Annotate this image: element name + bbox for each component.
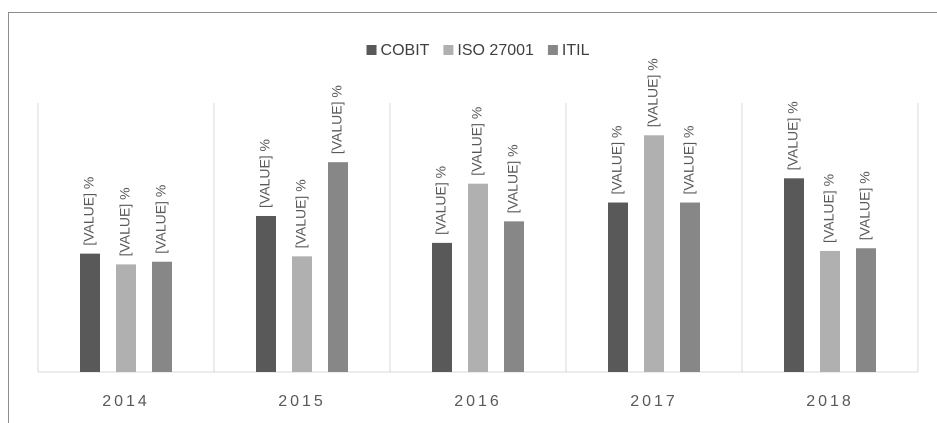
bar bbox=[292, 256, 312, 372]
bar bbox=[256, 215, 276, 372]
legend-swatch bbox=[443, 45, 454, 55]
data-label: [VALUE] % bbox=[329, 85, 345, 154]
bar bbox=[608, 202, 628, 372]
data-label: [VALUE] % bbox=[117, 187, 133, 256]
data-label: [VALUE] % bbox=[645, 58, 661, 127]
x-tick-label: 2016 bbox=[454, 393, 502, 410]
x-tick-label: 2017 bbox=[630, 393, 678, 410]
legend-label: ITIL bbox=[562, 42, 590, 59]
legend-swatch bbox=[366, 45, 377, 55]
bar bbox=[116, 264, 136, 372]
x-tick-label: 2015 bbox=[278, 393, 326, 410]
bar bbox=[644, 135, 664, 372]
bar bbox=[504, 221, 524, 372]
data-label: [VALUE] % bbox=[153, 185, 169, 254]
data-label: [VALUE] % bbox=[505, 144, 521, 213]
legend-label: ISO 27001 bbox=[457, 42, 534, 59]
data-label: [VALUE] % bbox=[821, 174, 837, 243]
bar bbox=[328, 162, 348, 372]
bar bbox=[468, 183, 488, 372]
legend-swatch bbox=[547, 45, 558, 55]
data-label: [VALUE] % bbox=[81, 177, 97, 246]
x-tick-label: 2014 bbox=[102, 393, 150, 410]
data-label: [VALUE] % bbox=[857, 171, 873, 240]
bar bbox=[80, 253, 100, 372]
bar bbox=[680, 202, 700, 372]
data-label: [VALUE] % bbox=[293, 179, 309, 248]
data-label: [VALUE] % bbox=[785, 101, 801, 170]
bar bbox=[784, 178, 804, 372]
bar bbox=[432, 242, 452, 372]
bar bbox=[856, 248, 876, 372]
data-label: [VALUE] % bbox=[609, 126, 625, 195]
data-label: [VALUE] % bbox=[257, 139, 273, 208]
data-label: [VALUE] % bbox=[433, 166, 449, 235]
x-tick-label: 2018 bbox=[806, 393, 854, 410]
data-label: [VALUE] % bbox=[681, 126, 697, 195]
data-label: [VALUE] % bbox=[469, 107, 485, 176]
bar bbox=[152, 261, 172, 372]
legend-label: COBIT bbox=[381, 42, 430, 59]
bar bbox=[820, 250, 840, 372]
